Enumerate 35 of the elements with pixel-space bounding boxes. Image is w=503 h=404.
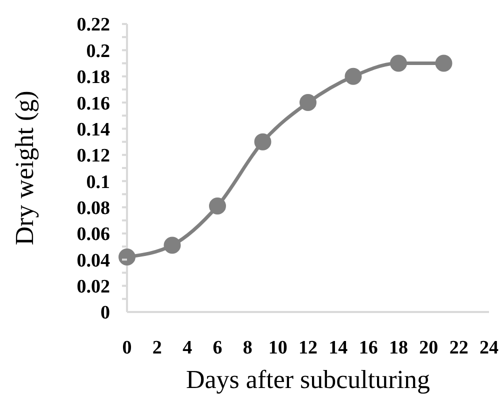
- x-tick-label: 10: [268, 337, 288, 358]
- y-tick-label: 0.02: [76, 276, 110, 298]
- x-tick-label: 20: [419, 337, 438, 358]
- x-tick-label: 22: [449, 337, 468, 358]
- y-axis-title: Dry weight (g): [10, 90, 40, 246]
- y-tick-label: 0.18: [76, 67, 110, 88]
- y-tick-label: 0.04: [76, 250, 110, 272]
- y-tick-label: 0.2: [86, 40, 110, 62]
- y-tick-label: 0: [100, 302, 110, 324]
- y-tick-label: 0.12: [76, 146, 110, 167]
- point: [209, 197, 226, 214]
- y-tick-label: 0.14: [76, 119, 110, 140]
- point: [254, 133, 272, 150]
- point: [390, 54, 407, 72]
- x-tick-label: 2: [152, 337, 162, 358]
- point: [344, 68, 362, 85]
- x-tick-label: 24: [480, 337, 499, 358]
- point: [300, 94, 316, 112]
- y-tick-label: 0.06: [76, 224, 110, 246]
- y-tick-label: 0.1: [86, 172, 110, 193]
- y-tick-label: 0.08: [76, 198, 110, 220]
- x-tick-label: 6: [212, 337, 222, 358]
- point: [164, 236, 181, 254]
- x-tick-label: 8: [242, 337, 252, 358]
- x-axis-title: Days after subculturing: [186, 365, 430, 394]
- x-tick-label: 0: [122, 337, 132, 358]
- point: [118, 248, 136, 266]
- point: [435, 54, 452, 72]
- y-tick-label: 0.16: [76, 93, 110, 114]
- y-tick-label: 0.22: [76, 14, 110, 36]
- x-tick-label: 12: [298, 337, 318, 358]
- x-tick-label: 14: [328, 337, 348, 358]
- x-tick-label: 16: [358, 337, 378, 358]
- x-tick-label: 18: [389, 337, 408, 358]
- x-tick-label: 4: [182, 337, 193, 358]
